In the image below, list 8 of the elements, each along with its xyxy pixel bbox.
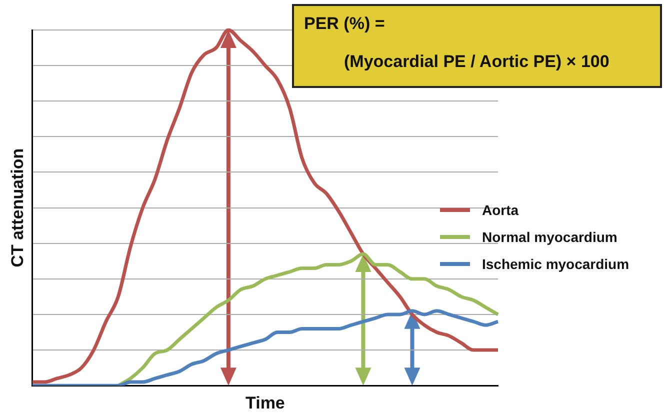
legend-label: Normal myocardium bbox=[482, 228, 618, 244]
legend-label: Ischemic myocardium bbox=[482, 256, 630, 272]
annotation: (Myocardial PE / Aortic PE) × 100 bbox=[343, 52, 610, 72]
x-axis-title: Time bbox=[246, 393, 285, 412]
y-axis-title: CT attenuation bbox=[8, 148, 27, 268]
formula-box: PER (%) = (Myocardial PE / Aortic PE) × 100 bbox=[292, 4, 662, 88]
legend-label: Aorta bbox=[482, 202, 519, 218]
annotation: PER (%) = bbox=[304, 14, 386, 34]
